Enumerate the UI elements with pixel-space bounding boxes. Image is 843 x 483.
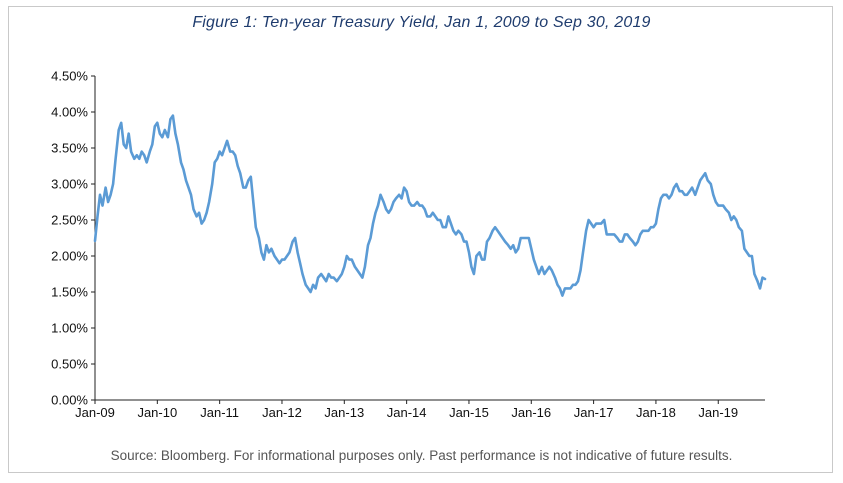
x-tick-label: Jan-18 xyxy=(636,405,676,420)
source-note: Source: Bloomberg. For informational pur… xyxy=(110,448,733,463)
x-tick-label: Jan-09 xyxy=(75,405,115,420)
x-tick-label: Jan-12 xyxy=(262,405,302,420)
y-tick-label: 2.00% xyxy=(51,249,88,264)
x-tick-label: Jan-11 xyxy=(200,405,239,420)
y-tick-label: 3.50% xyxy=(51,141,88,156)
y-axis: 0.00% 0.50% 1.00% 1.50% 2.00% 2.50% 3.00% 3.50%… xyxy=(51,69,96,408)
x-tick-label: Jan-16 xyxy=(511,405,551,420)
chart-title: Figure 1: Ten-year Treasury Yield, Jan 1… xyxy=(192,14,651,31)
y-tick-label: 4.50% xyxy=(51,69,88,84)
x-tick-label: Jan-14 xyxy=(387,405,427,420)
y-tick-label: 3.00% xyxy=(51,177,88,192)
x-axis: Jan-09 Jan-10 Jan-11 Jan-12 Jan-13 Jan-14 Jan-… xyxy=(75,399,765,420)
y-tick-label: 2.50% xyxy=(51,213,88,228)
y-tick-label: 0.00% xyxy=(51,393,88,408)
x-tick-label: Jan-17 xyxy=(574,405,614,420)
plot-area xyxy=(93,114,767,297)
x-tick-label: Jan-13 xyxy=(324,405,364,420)
chart-frame xyxy=(8,6,833,473)
x-tick-label: Jan-15 xyxy=(449,405,489,420)
series-line xyxy=(93,114,767,297)
y-tick-label: 1.50% xyxy=(51,285,88,300)
x-tick-label: Jan-19 xyxy=(698,405,738,420)
y-tick-label: 1.00% xyxy=(51,321,88,336)
y-tick-label: 4.00% xyxy=(51,105,88,120)
y-tick-label: 0.50% xyxy=(51,357,88,372)
x-tick-label: Jan-10 xyxy=(137,405,177,420)
